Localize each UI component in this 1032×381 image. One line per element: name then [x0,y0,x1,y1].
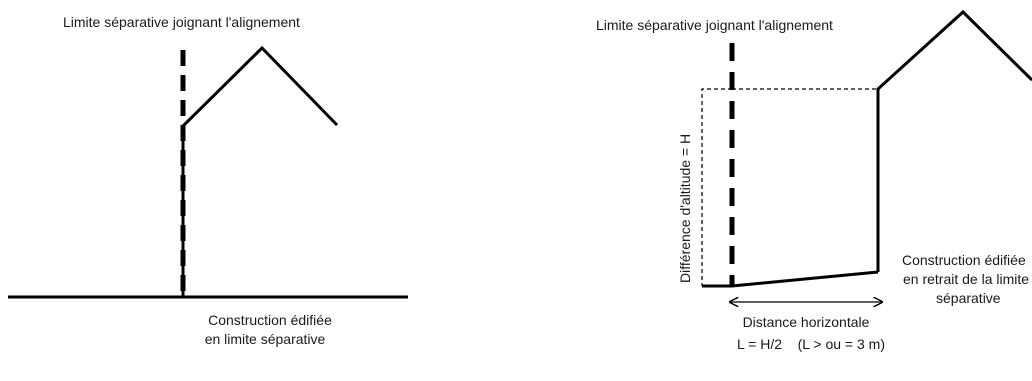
right-sloped-ground [702,270,879,288]
height-reference-bracket [701,88,732,286]
right-caption-line1: Construction édifiée [902,252,1026,268]
left-caption-line1: Construction édifiée [208,312,332,328]
distance-label: Distance horizontale [743,314,870,330]
right-caption-line2: en retrait de la limite [903,271,1029,287]
left-building-outline [181,45,339,297]
formula-label: L = H/2 (L > ou = 3 m) [737,336,885,352]
right-caption-line3: séparative [936,290,1001,306]
right-limit-label: Limite séparative joignant l'alignement [596,17,833,33]
left-limit-label: Limite séparative joignant l'alignement [63,14,300,30]
height-difference-label: Différence d'altitude = H [677,134,693,283]
left-diagram: Limite séparative joignant l'alignement … [8,14,408,347]
right-diagram: Limite séparative joignant l'alignement … [596,9,1032,352]
right-building-outline [876,9,1032,272]
left-caption-line2: en limite séparative [205,331,326,347]
